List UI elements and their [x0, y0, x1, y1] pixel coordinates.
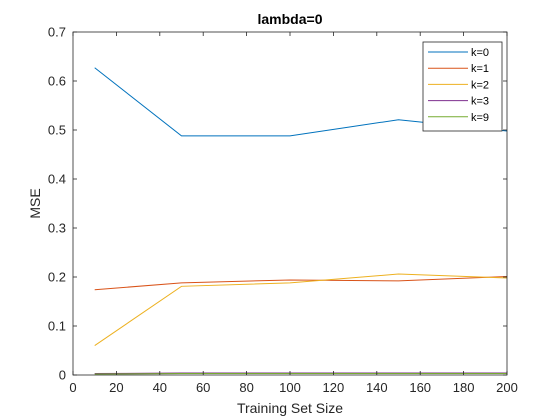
legend-box — [422, 41, 503, 132]
x-tick-label: 0 — [69, 380, 76, 395]
y-tick-label: 0.5 — [48, 123, 66, 138]
x-axis-label: Training Set Size — [237, 400, 343, 416]
plot-frame — [72, 31, 508, 376]
x-tick-label: 100 — [279, 380, 301, 395]
x-tick-label: 80 — [239, 380, 253, 395]
legend: k=0 k=1 k=2 k=3 k=9 — [422, 41, 503, 132]
ticks-layer: 0 20 40 60 80 100 120 140 160 180 200 0 0.1 0.2 0.3 0.4… — [48, 25, 518, 396]
y-tick-label: 0.7 — [48, 25, 66, 40]
series-layer — [94, 67, 508, 375]
legend-entry-label: k=9 — [471, 112, 489, 124]
legend-entry-label: k=2 — [471, 79, 489, 91]
chart-title: lambda=0 — [258, 11, 323, 27]
x-tick-label: 120 — [323, 380, 345, 395]
legend-entry-label: k=0 — [471, 47, 489, 59]
x-tick-label: 40 — [153, 380, 167, 395]
x-tick-label: 60 — [196, 380, 210, 395]
series-line-k=2 — [94, 273, 508, 347]
x-tick-label: 160 — [409, 380, 431, 395]
legend-entry-label: k=1 — [471, 63, 489, 75]
series-line-k=1 — [94, 276, 508, 291]
x-tick-label: 20 — [109, 380, 123, 395]
x-tick-label: 140 — [366, 380, 388, 395]
y-tick-label: 0.3 — [48, 221, 66, 236]
y-tick-label: 0.2 — [48, 270, 66, 285]
y-axis-label: MSE — [27, 188, 43, 218]
x-tick-label: 200 — [496, 380, 518, 395]
y-tick-label: 0.4 — [48, 172, 66, 187]
x-tick-label: 180 — [453, 380, 475, 395]
y-tick-label: 0 — [59, 368, 66, 383]
y-tick-label: 0.6 — [48, 74, 66, 89]
y-tick-label: 0.1 — [48, 319, 66, 334]
legend-entry-label: k=3 — [471, 96, 489, 108]
